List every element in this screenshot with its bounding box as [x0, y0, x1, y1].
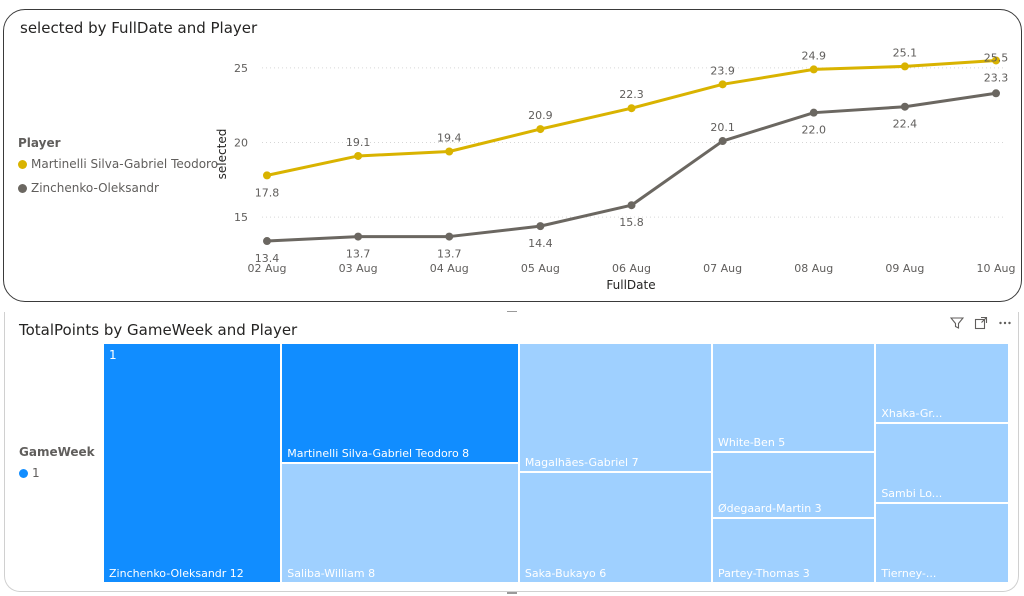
focus-mode-icon[interactable] — [974, 316, 988, 334]
data-point — [992, 89, 1000, 98]
data-point — [263, 237, 271, 246]
data-label: 15.8 — [619, 216, 644, 229]
data-point — [445, 232, 454, 241]
data-label: 23.3 — [984, 71, 1009, 84]
y-tick-label: 15 — [234, 211, 248, 224]
treemap-cell[interactable]: Martinelli Silva-Gabriel Teodoro 8 — [281, 343, 519, 463]
data-label: 13.7 — [437, 248, 462, 261]
data-point — [718, 137, 727, 146]
treemap-cell[interactable]: Ødegaard-Martin 3 — [711, 452, 876, 518]
data-label: 17.8 — [255, 186, 280, 199]
data-point — [992, 56, 1000, 65]
y-tick-label: 20 — [234, 137, 248, 150]
data-point — [809, 65, 818, 74]
legend-item-zinchenko[interactable]: Zinchenko-Oleksandr — [18, 181, 159, 195]
treemap-cell[interactable]: Sambi Lo... — [875, 423, 1009, 503]
treemap-legend-title: GameWeek — [19, 445, 95, 459]
legend-label-gameweek-1: 1 — [32, 466, 40, 480]
treemap-cell-label: Ødegaard-Martin 3 — [717, 501, 822, 515]
data-point — [263, 171, 271, 180]
data-label: 19.4 — [437, 131, 462, 144]
data-point — [718, 80, 727, 89]
x-tick-label: 03 Aug — [339, 262, 378, 275]
data-point — [900, 62, 909, 71]
treemap-group-label: 1 — [109, 348, 117, 362]
x-tick-label: 04 Aug — [430, 262, 469, 275]
y-tick-label: 25 — [234, 62, 248, 75]
data-point — [354, 232, 363, 241]
legend-marker-gameweek-1 — [19, 468, 28, 478]
treemap-cell[interactable]: Zinchenko-Oleksandr 12 — [103, 343, 282, 583]
series-line-0 — [266, 58, 997, 177]
treemap-cell-label: Martinelli Silva-Gabriel Teodoro 8 — [287, 447, 470, 460]
data-label: 22.0 — [802, 124, 827, 137]
data-label: 19.1 — [346, 136, 371, 149]
more-options-icon[interactable] — [998, 316, 1012, 334]
data-label: 13.7 — [346, 248, 371, 261]
line-chart-title: selected by FullDate and Player — [20, 19, 258, 37]
treemap-cell[interactable]: Partey-Thomas 3 — [711, 517, 876, 583]
resize-handle-bottom[interactable] — [507, 592, 517, 594]
data-point — [354, 151, 363, 160]
x-tick-label: 06 Aug — [612, 262, 651, 275]
x-axis-title: FullDate — [606, 278, 655, 292]
data-label: 22.4 — [893, 118, 918, 131]
x-tick-label: 10 Aug — [977, 262, 1016, 275]
line-chart-plot: 15 20 25 02 Aug 03 Aug 04 Aug 05 Aug 06 Aug 07 A… — [215, 46, 1016, 292]
data-point — [627, 201, 636, 210]
treemap-cell[interactable]: Tierney-... — [875, 503, 1009, 583]
legend-item-gameweek-1[interactable]: 1 — [19, 466, 40, 480]
y-axis-title: selected — [215, 129, 229, 180]
x-tick-label: 09 Aug — [885, 262, 924, 275]
data-label: 23.9 — [710, 64, 735, 77]
treemap-cell-label: Saka-Bukayo 6 — [524, 566, 607, 580]
treemap-title: TotalPoints by GameWeek and Player — [19, 321, 298, 339]
data-label: 20.9 — [528, 109, 553, 122]
data-label: 13.4 — [255, 252, 280, 265]
legend-item-martinelli[interactable]: Martinelli Silva-Gabriel Teodoro — [18, 157, 218, 171]
treemap-cell-label: Saliba-William 8 — [287, 567, 376, 580]
treemap-cell[interactable]: Saliba-William 8 — [281, 463, 519, 583]
data-point — [900, 102, 909, 111]
legend-label-zinchenko: Zinchenko-Oleksandr — [31, 181, 159, 195]
visual-header-icons — [949, 316, 1012, 334]
treemap-visual[interactable]: TotalPoints by GameWeek and Player GameW… — [4, 312, 1019, 592]
legend-label-martinelli: Martinelli Silva-Gabriel Teodoro — [31, 157, 219, 171]
data-label: 14.4 — [528, 237, 553, 250]
data-point — [536, 222, 545, 231]
treemap-cell-label: Partey-Thomas 3 — [717, 566, 810, 580]
treemap-cell[interactable]: Xhaka-Gr... — [875, 343, 1009, 423]
x-tick-label: 02 Aug — [248, 262, 287, 275]
data-point — [445, 147, 454, 156]
data-point — [627, 104, 636, 113]
data-label: 25.5 — [984, 51, 1009, 64]
treemap-cell-label: White-Ben 5 — [717, 436, 786, 450]
legend-marker-martinelli — [18, 159, 27, 169]
treemap-cell[interactable]: Saka-Bukayo 6 — [518, 472, 712, 583]
x-tick-label: 05 Aug — [521, 262, 560, 275]
filter-icon[interactable] — [949, 316, 965, 334]
data-label: 22.3 — [619, 88, 644, 101]
treemap-cell-label: Tierney-... — [881, 567, 937, 580]
data-label: 25.1 — [893, 46, 918, 59]
data-point — [809, 108, 818, 117]
data-label: 20.1 — [710, 121, 735, 134]
treemap-cell-label: Sambi Lo... — [881, 487, 943, 500]
x-tick-label: 08 Aug — [794, 262, 833, 275]
data-label: 24.9 — [802, 49, 827, 62]
treemap-cell[interactable]: Magalhães-Gabriel 7 — [518, 343, 712, 473]
treemap-plot: Zinchenko-Oleksandr 12 Martinelli Silva-G… — [103, 343, 1009, 583]
line-chart-visual[interactable]: selected by FullDate and Player Player M… — [3, 9, 1022, 302]
treemap-cell-label: Zinchenko-Oleksandr 12 — [109, 567, 244, 580]
treemap-cell[interactable]: White-Ben 5 — [711, 343, 876, 453]
data-point — [536, 125, 545, 134]
legend-marker-zinchenko — [18, 183, 27, 193]
x-tick-label: 07 Aug — [703, 262, 742, 275]
treemap-cell-label: Xhaka-Gr... — [881, 407, 943, 420]
treemap-cell-label: Magalhães-Gabriel 7 — [524, 456, 639, 470]
line-legend-title: Player — [18, 136, 61, 150]
